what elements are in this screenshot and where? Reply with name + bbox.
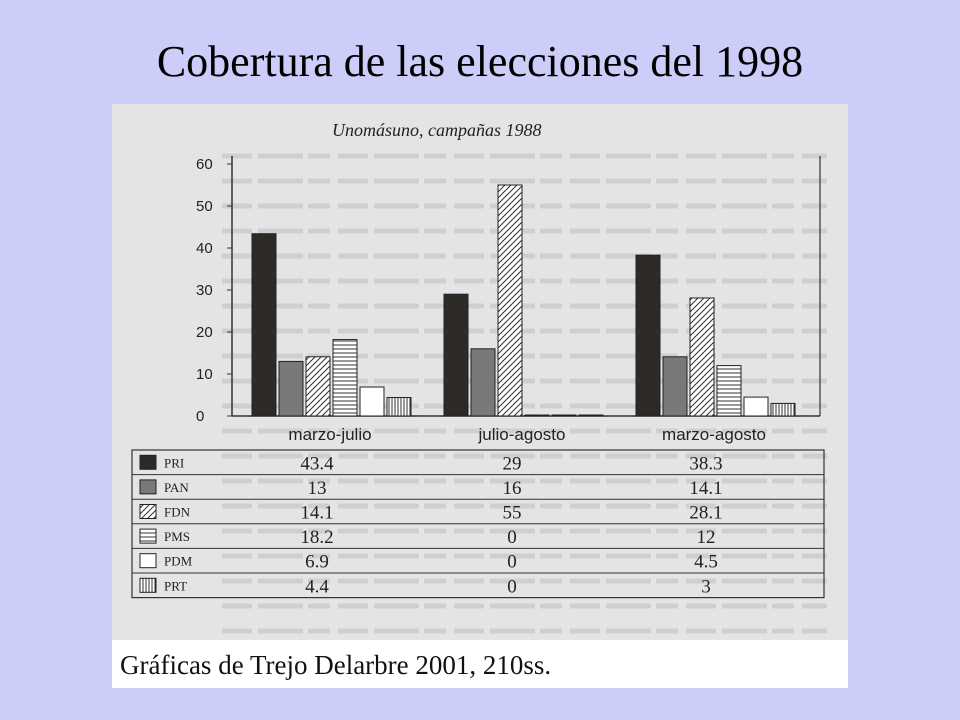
caption-band (112, 640, 848, 688)
y-tick-label: 60 (196, 156, 213, 173)
bar-pms (716, 365, 742, 417)
bar-pri (443, 293, 469, 417)
bar-prt (770, 402, 796, 417)
bar-pan (662, 356, 688, 417)
legend-swatch-pan (139, 479, 157, 495)
legend-swatch-pdm (139, 553, 157, 569)
bar-prt (578, 414, 604, 417)
bar-pan (278, 360, 304, 417)
slide-title: Cobertura de las elecciones del 1998 (156, 37, 804, 86)
table-cell-value: 3 (701, 576, 711, 597)
legend-label: PRT (164, 578, 187, 593)
bar-fdn (305, 356, 331, 417)
legend-label: PRI (164, 455, 184, 470)
legend-label: PDM (164, 554, 193, 569)
legend-label: FDN (164, 505, 191, 520)
bar-pdm (743, 396, 769, 417)
table-cell-value: 4.4 (305, 576, 329, 597)
bar-prt (386, 397, 412, 417)
bar-pms (332, 339, 358, 417)
table-cell-value: 4.5 (694, 552, 718, 573)
y-tick-label: 40 (196, 240, 213, 257)
table-cell-value: 12 (697, 527, 716, 548)
legend-swatch-pri (139, 454, 157, 470)
legend-swatch-prt (139, 577, 157, 593)
y-tick-label: 10 (196, 366, 213, 383)
scanned-page-photo: Unomásuno, campañas 1988 0 10 20 30 40 50 60 ma… (112, 104, 848, 688)
x-category-label: marzo-agosto (662, 425, 766, 444)
caption: Gráficas de Trejo Delarbre 2001, 210ss. (120, 650, 552, 680)
x-category-label: julio-agosto (478, 425, 566, 444)
table-cell-value: 0 (507, 576, 517, 597)
bar-fdn (689, 297, 715, 417)
plot-area: 0 10 20 30 40 50 60 marzo-julio julio-agosto marz… (196, 156, 821, 444)
table-cell-value: 55 (503, 503, 522, 524)
table-cell-value: 29 (503, 453, 522, 474)
table-cell-value: 38.3 (689, 453, 722, 474)
bar-pms (524, 414, 550, 417)
legend-label: PMS (164, 529, 190, 544)
table-cell-value: 6.9 (305, 552, 329, 573)
bar-pri (635, 254, 661, 417)
y-tick-label: 20 (196, 324, 213, 341)
bar-chart: Unomásuno, campañas 1988 0102030405060ma… (112, 120, 848, 688)
table-cell-value: 0 (507, 527, 517, 548)
bar-pdm (359, 386, 385, 417)
y-tick-label: 50 (196, 198, 213, 215)
table-cell-value: 0 (507, 552, 517, 573)
table-cell-value: 43.4 (300, 453, 334, 474)
bar-fdn (497, 184, 523, 417)
data-table: PRI 43.4 29 38.3 PAN 13 16 14.1 FDN 14.1 55 28.1 PMS… (131, 449, 825, 599)
legend-swatch-fdn (139, 504, 157, 519)
y-tick-label: 30 (196, 282, 213, 299)
x-category-label: marzo-julio (288, 425, 371, 444)
chart-title: Unomásuno, campañas 1988 (332, 120, 542, 140)
table-cell-value: 18.2 (300, 527, 333, 548)
legend-label: PAN (164, 480, 189, 495)
bar-pri (251, 233, 277, 417)
bar-pdm (551, 414, 577, 417)
table-cell-value: 14.1 (689, 478, 722, 499)
legend-swatch-pms (139, 528, 157, 544)
bar-pan (470, 348, 496, 417)
table-cell-value: 28.1 (689, 503, 722, 524)
table-cell-value: 13 (308, 478, 327, 499)
table-cell-value: 16 (503, 478, 522, 499)
table-cell-value: 14.1 (300, 503, 333, 524)
y-tick-label: 0 (196, 408, 204, 425)
